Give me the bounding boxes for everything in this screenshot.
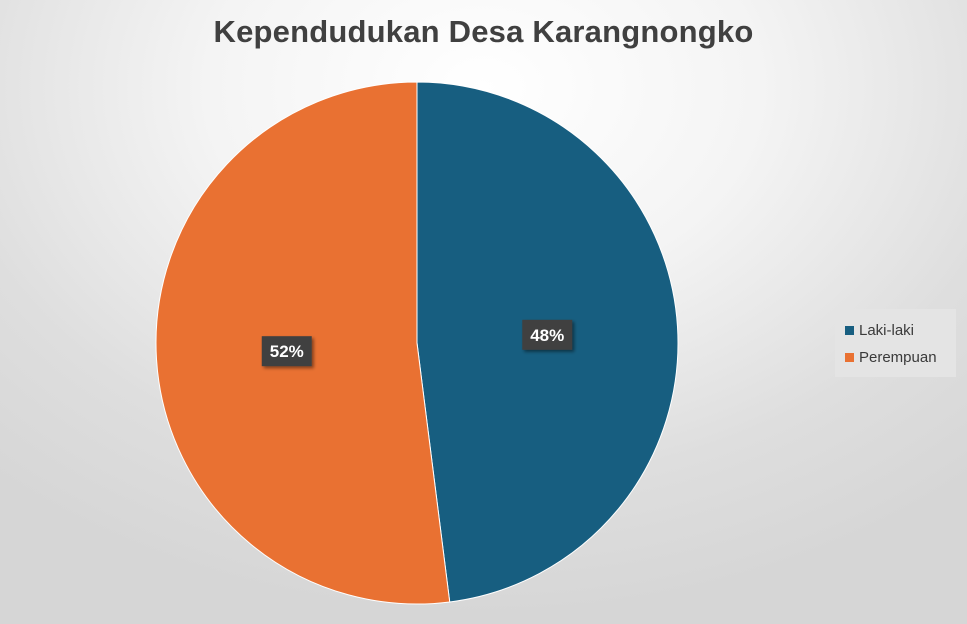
legend-swatch-laki-laki [845,326,854,335]
data-label-perempuan: 52% [261,336,312,367]
legend-item-laki-laki: Laki-laki [845,317,956,344]
legend-item-perempuan: Perempuan [845,344,956,371]
data-label-text: 48% [530,326,564,345]
chart-title: Kependudukan Desa Karangnongko [213,14,754,49]
data-label-text: 52% [270,342,304,361]
legend-swatch-perempuan [845,353,854,362]
chart-legend: Laki-laki Perempuan [835,309,956,377]
legend-label-perempuan: Perempuan [859,349,937,366]
data-label-box [261,336,312,367]
legend-label-laki-laki: Laki-laki [859,322,915,339]
data-label-box [522,319,573,350]
data-label-laki-laki: 48% [522,319,573,350]
